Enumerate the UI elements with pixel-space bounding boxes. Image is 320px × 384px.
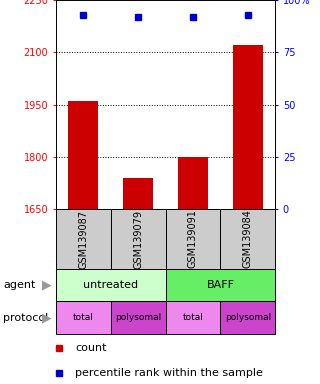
Bar	[166, 209, 220, 269]
Bar	[111, 209, 166, 269]
Bar	[111, 301, 166, 334]
Bar	[56, 301, 111, 334]
Text: polysomal: polysomal	[115, 313, 161, 322]
Bar	[178, 157, 208, 209]
Text: ▶: ▶	[42, 311, 51, 324]
Text: BAFF: BAFF	[206, 280, 234, 290]
Text: percentile rank within the sample: percentile rank within the sample	[75, 368, 263, 378]
Text: ▶: ▶	[42, 279, 51, 291]
Bar	[220, 301, 275, 334]
Bar	[56, 209, 111, 269]
Bar	[56, 269, 166, 301]
Text: untreated: untreated	[83, 280, 138, 290]
Text: GSM139079: GSM139079	[133, 210, 143, 268]
Text: total: total	[73, 313, 94, 322]
Bar	[166, 269, 275, 301]
Text: GSM139084: GSM139084	[243, 210, 253, 268]
Text: total: total	[183, 313, 204, 322]
Bar	[220, 209, 275, 269]
Bar	[68, 101, 99, 209]
Text: polysomal: polysomal	[225, 313, 271, 322]
Bar	[166, 301, 220, 334]
Bar	[123, 178, 153, 209]
Bar	[233, 45, 263, 209]
Text: count: count	[75, 343, 107, 353]
Text: protocol: protocol	[3, 313, 48, 323]
Text: GSM139091: GSM139091	[188, 210, 198, 268]
Text: GSM139087: GSM139087	[78, 210, 88, 268]
Text: agent: agent	[3, 280, 36, 290]
